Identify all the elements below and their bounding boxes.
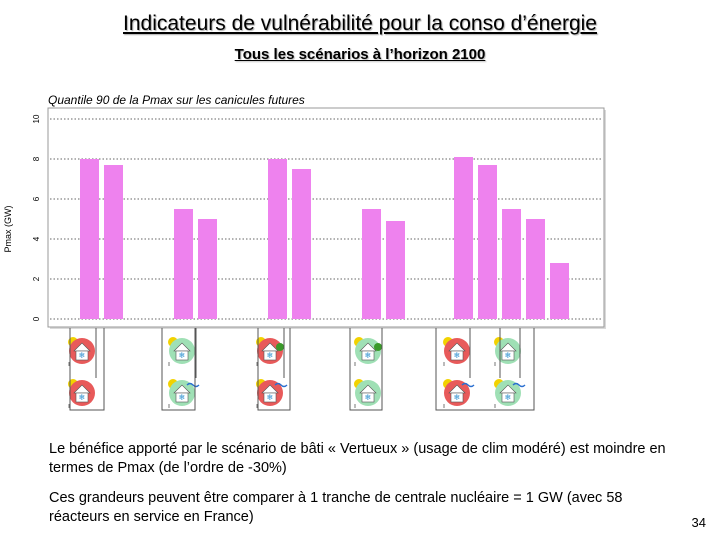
y-tick-label: 6 bbox=[32, 196, 41, 201]
chart-title: Quantile 90 de la Pmax sur les canicules… bbox=[48, 93, 305, 107]
red-house-icon: ❄ bbox=[68, 379, 95, 408]
chart-frame bbox=[47, 107, 606, 329]
green-house-wind-icon: ❄ bbox=[168, 379, 200, 408]
svg-text:❄: ❄ bbox=[179, 351, 186, 360]
svg-text:❄: ❄ bbox=[454, 393, 461, 402]
bar bbox=[386, 221, 405, 319]
svg-text:❄: ❄ bbox=[179, 393, 186, 402]
bar bbox=[526, 219, 545, 319]
connector bbox=[69, 328, 105, 411]
bar bbox=[362, 209, 381, 319]
svg-text:❄: ❄ bbox=[267, 351, 274, 360]
y-axis-label: Pmax (GW) bbox=[3, 206, 13, 253]
y-tick-label: 10 bbox=[32, 114, 41, 123]
bar bbox=[80, 159, 99, 319]
slide-title: Indicateurs de vulnérabilité pour la con… bbox=[123, 12, 597, 35]
green-house-icon: ❄ bbox=[494, 337, 521, 366]
connector bbox=[161, 328, 196, 411]
y-tick-label: 8 bbox=[32, 156, 41, 161]
bar bbox=[268, 159, 287, 319]
chart-bars bbox=[80, 157, 569, 319]
comparison-paragraph: Ces grandeurs peuvent être comparer à 1 … bbox=[49, 490, 623, 525]
bar bbox=[550, 263, 569, 319]
slide-subtitle: Tous les scénarios à l’horizon 2100 bbox=[234, 46, 486, 63]
bar bbox=[478, 165, 497, 319]
bar bbox=[292, 169, 311, 319]
svg-text:❄: ❄ bbox=[79, 393, 86, 402]
green-house-wind-icon: ❄ bbox=[494, 379, 526, 408]
bar-chart: 0 2 4 6 8 10 Pmax (GW) ❄ ❄ ❄ ❄ ❄ ❄ ❄ ❄ ❄ ❄ ❄ ❄ bbox=[3, 107, 606, 411]
red-house-wind-icon: ❄ bbox=[443, 379, 475, 408]
bar bbox=[454, 157, 473, 319]
y-tick-label: 0 bbox=[32, 316, 41, 321]
y-tick-label: 2 bbox=[32, 276, 41, 281]
connector bbox=[435, 328, 535, 411]
svg-text:❄: ❄ bbox=[365, 393, 372, 402]
connector-lines bbox=[69, 328, 535, 411]
green-house-plant-icon: ❄ bbox=[354, 337, 382, 366]
svg-text:❄: ❄ bbox=[267, 393, 274, 402]
green-house-icon: ❄ bbox=[354, 379, 381, 408]
svg-text:❄: ❄ bbox=[454, 351, 461, 360]
svg-text:❄: ❄ bbox=[365, 351, 372, 360]
red-house-icon: ❄ bbox=[68, 337, 95, 366]
bar bbox=[198, 219, 217, 319]
svg-text:❄: ❄ bbox=[79, 351, 86, 360]
bar bbox=[104, 165, 123, 319]
scenario-icons: ❄ ❄ ❄ ❄ ❄ ❄ ❄ ❄ ❄ ❄ ❄ ❄ bbox=[68, 328, 535, 411]
red-house-wind-icon: ❄ bbox=[256, 379, 288, 408]
y-tick-label: 4 bbox=[32, 236, 41, 241]
page-number: 34 bbox=[691, 515, 706, 530]
chart-axis: 0 2 4 6 8 10 Pmax (GW) bbox=[3, 114, 41, 321]
bar bbox=[174, 209, 193, 319]
finding-paragraph: Le bénéfice apporté par le scénario de b… bbox=[49, 441, 666, 476]
bar bbox=[502, 209, 521, 319]
red-house-plant-icon: ❄ bbox=[256, 337, 284, 366]
connector bbox=[257, 328, 291, 411]
svg-text:❄: ❄ bbox=[505, 351, 512, 360]
svg-text:❄: ❄ bbox=[505, 393, 512, 402]
green-house-icon: ❄ bbox=[168, 337, 195, 366]
red-house-icon: ❄ bbox=[443, 337, 470, 366]
